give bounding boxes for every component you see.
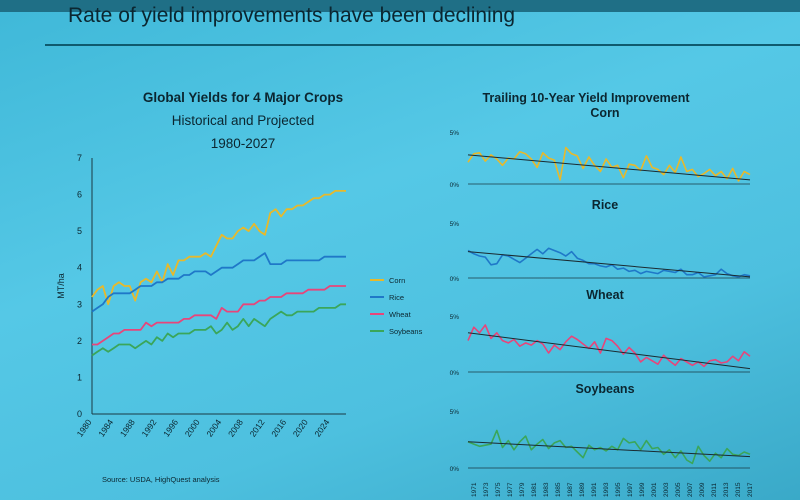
right-x-tick-label: 1973 [483, 482, 490, 497]
left-y-tick-label: 5 [77, 226, 82, 236]
right-x-tick-label: 1999 [639, 482, 646, 497]
panel-trendline-wheat [467, 332, 751, 370]
panel-trendline-corn [467, 154, 751, 181]
right-chart-title: Trailing 10-Year Yield Improvement [482, 91, 690, 105]
panel-line-wheat [467, 324, 751, 368]
right-x-tick-label: 2015 [735, 482, 742, 497]
panel-title-soybeans: Soybeans [575, 382, 634, 396]
right-x-tick-label: 1977 [507, 482, 514, 497]
panel-title-wheat: Wheat [586, 288, 624, 302]
series-line-corn [91, 189, 346, 306]
left-y-tick-label: 6 [77, 190, 82, 200]
left-y-tick-label: 4 [77, 263, 82, 273]
panel-ytick-top: 5% [450, 130, 460, 137]
right-x-tick-label: 1983 [543, 482, 550, 497]
panel-title-rice: Rice [592, 198, 618, 212]
top-bar [0, 0, 800, 12]
panel-ytick-zero: 0% [450, 276, 460, 283]
legend-label-soybeans: Soybeans [389, 327, 423, 336]
right-x-tick-label: 1981 [531, 482, 538, 497]
right-x-tick-label: 2013 [723, 482, 730, 497]
right-x-tick-label: 1993 [603, 482, 610, 497]
left-y-tick-label: 2 [77, 336, 82, 346]
right-x-tick-label: 1989 [579, 482, 586, 497]
right-x-tick-label: 1991 [591, 482, 598, 497]
legend-label-wheat: Wheat [389, 310, 412, 319]
left-chart-subtitle: Historical and Projected [172, 113, 315, 128]
left-y-tick-label: 0 [77, 409, 82, 419]
panel-line-rice [467, 247, 751, 278]
right-x-tick-label: 1979 [519, 482, 526, 497]
right-x-tick-label: 1995 [615, 482, 622, 497]
panel-ytick-zero: 0% [450, 182, 460, 189]
panel-ytick-zero: 0% [450, 370, 460, 377]
right-x-tick-label: 2005 [675, 482, 682, 497]
right-x-tick-label: 2007 [687, 482, 694, 497]
right-x-tick-label: 2001 [651, 482, 658, 497]
slide-title: Rate of yield improvements have been dec… [68, 4, 516, 27]
panel-ytick-zero: 0% [450, 466, 460, 473]
right-x-tick-label: 1987 [567, 482, 574, 497]
right-x-tick-label: 1975 [495, 482, 502, 497]
left-chart-title: Global Yields for 4 Major Crops [143, 90, 343, 105]
panel-line-soybeans [467, 429, 751, 465]
legend-label-rice: Rice [389, 293, 404, 302]
right-x-tick-label: 1997 [627, 482, 634, 497]
left-chart-years: 1980-2027 [211, 136, 276, 151]
left-y-tick-label: 1 [77, 372, 82, 382]
series-line-soybeans [91, 303, 346, 357]
right-x-tick-label: 2017 [747, 482, 754, 497]
left-y-tick-label: 3 [77, 299, 82, 309]
right-x-tick-label: 2011 [711, 483, 718, 497]
panel-ytick-top: 5% [450, 314, 460, 321]
panel-ytick-top: 5% [450, 221, 460, 228]
series-line-rice [91, 252, 346, 313]
panel-trendline-rice [467, 251, 751, 278]
legend-label-corn: Corn [389, 276, 405, 285]
right-x-tick-label: 2003 [663, 482, 670, 497]
right-x-tick-label: 2009 [699, 482, 706, 497]
left-y-tick-label: 7 [77, 153, 82, 163]
panel-trendline-soybeans [467, 441, 751, 458]
panel-ytick-top: 5% [450, 409, 460, 416]
panel-title-corn: Corn [590, 106, 619, 120]
source-note: Source: USDA, HighQuest analysis [102, 475, 220, 484]
right-x-tick-label: 1985 [555, 482, 562, 497]
title-divider [45, 44, 800, 46]
series-line-wheat [92, 285, 346, 346]
left-y-axis-label: MT/ha [56, 273, 66, 299]
panel-line-corn [467, 146, 751, 182]
right-x-tick-label: 1971 [471, 482, 478, 497]
